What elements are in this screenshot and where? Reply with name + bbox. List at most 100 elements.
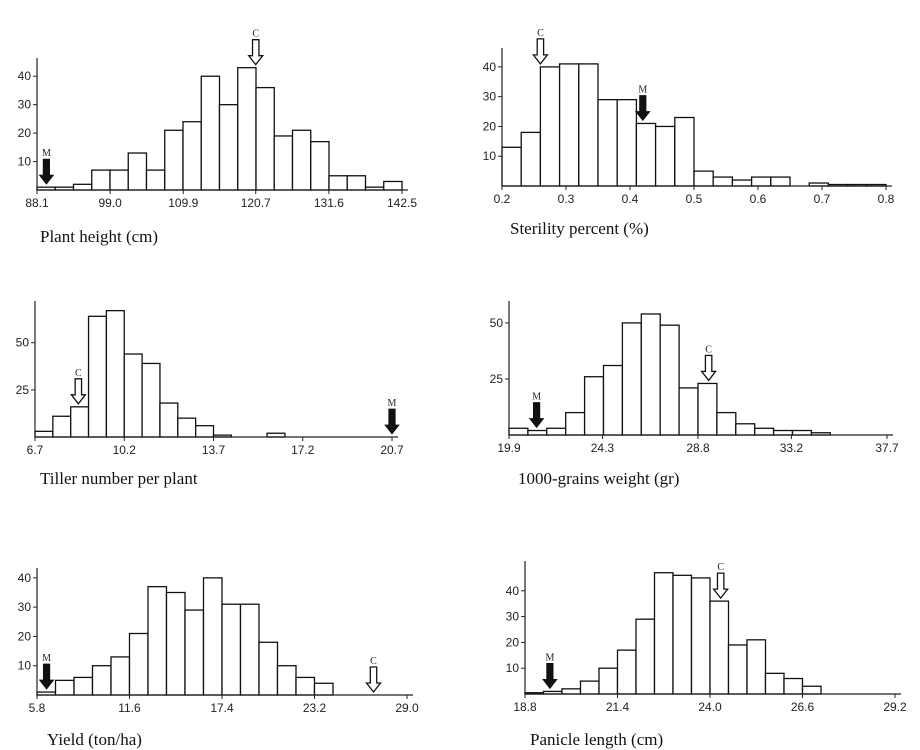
y-tick-label: 20 (483, 119, 497, 133)
y-tick-label: 40 (506, 584, 520, 598)
histogram-bar (602, 364, 624, 436)
histogram-bar (709, 600, 730, 695)
x-axis-title: Panicle length (cm) (530, 730, 663, 749)
x-tick-label: 6.7 (27, 443, 44, 457)
histogram-bar (276, 665, 297, 696)
x-tick-label: 20.7 (380, 443, 404, 457)
y-tick-label: 40 (18, 69, 32, 83)
control-arrow-marker (70, 378, 87, 405)
histogram-bar (328, 175, 348, 191)
x-tick-label: 131.6 (314, 196, 344, 210)
histogram-bar (123, 353, 143, 438)
y-tick-label: 10 (18, 155, 32, 169)
histogram-bar (527, 429, 548, 436)
x-axis-title: Yield (ton/ha) (47, 730, 142, 749)
histogram-bar (697, 382, 718, 436)
histogram-bar (659, 324, 680, 436)
x-tick-label: 23.2 (303, 701, 327, 715)
histogram-bar (182, 121, 202, 191)
histogram-bar (640, 313, 661, 436)
x-tick-label: 17.4 (210, 701, 234, 715)
histogram-bar (750, 176, 772, 187)
histogram-bar (770, 176, 791, 187)
histogram-bar (597, 98, 618, 187)
histogram-bar (731, 179, 753, 187)
y-tick-label: 10 (18, 659, 32, 673)
control-marker-label: C (717, 562, 724, 573)
histogram-bar (127, 152, 148, 191)
control-marker-label: C (75, 368, 82, 379)
histogram-bar (72, 183, 93, 191)
x-tick-label: 88.1 (25, 196, 49, 210)
histogram-bar (295, 676, 316, 696)
histogram-bar (546, 427, 567, 436)
mutant-arrow-marker (528, 402, 545, 429)
histogram-bar (164, 129, 184, 191)
control-marker-label: C (252, 29, 259, 40)
histogram-bar (746, 639, 767, 695)
x-tick-label: 142.5 (387, 196, 417, 210)
x-axis-title: Plant height (cm) (40, 227, 158, 246)
x-tick-label: 0.5 (686, 192, 703, 206)
histogram-bar (693, 170, 714, 187)
histogram-panel: 19.9 24.3 28.8 33.2 37.7 25 50 M C 1000-grains we… (490, 301, 899, 488)
y-tick-label: 30 (18, 98, 32, 112)
y-tick-label: 30 (483, 90, 497, 104)
mutant-arrow-marker (634, 95, 651, 122)
control-arrow-marker (365, 666, 382, 694)
histogram-bar (383, 180, 403, 191)
histogram-bar (791, 429, 813, 436)
y-tick-label: 40 (483, 60, 497, 74)
x-tick-label: 29.0 (395, 701, 419, 715)
x-tick-label: 0.6 (750, 192, 767, 206)
x-tick-label: 24.0 (698, 700, 722, 714)
mutant-arrow-marker (38, 158, 55, 185)
y-tick-label: 30 (18, 600, 32, 614)
histogram-bar (561, 688, 582, 695)
histogram-bar (672, 574, 693, 695)
histogram-bar (508, 427, 529, 436)
x-tick-label: 13.7 (202, 443, 226, 457)
histogram-bar (218, 104, 239, 191)
histogram-bar (764, 672, 785, 695)
histogram-bar (727, 644, 748, 695)
histogram-bar (202, 577, 223, 696)
x-tick-label: 0.3 (558, 192, 575, 206)
histogram-bar (635, 618, 656, 695)
histogram-bar (754, 427, 775, 436)
histogram-bar (616, 98, 638, 187)
histogram-bar (291, 129, 312, 191)
mutant-marker-label: M (545, 652, 554, 663)
histogram-bar (184, 609, 205, 696)
histogram-bar (91, 665, 112, 696)
histogram-panel: 88.1 99.0 109.9 120.7 131.6 142.5 10 20 30 40 M C Pl… (18, 29, 418, 246)
x-tick-label: 17.2 (291, 443, 315, 457)
x-axis-title: Sterility percent (%) (510, 219, 649, 238)
histogram-bar (654, 125, 676, 187)
control-marker-label: C (705, 344, 712, 355)
mutant-arrow-marker (542, 663, 558, 690)
histogram-bar (34, 430, 54, 438)
histogram-bar (579, 680, 600, 695)
histogram-bar (194, 425, 215, 438)
mutant-arrow-marker (38, 663, 55, 690)
y-tick-label: 50 (490, 316, 504, 330)
y-tick-label: 25 (16, 383, 30, 397)
y-tick-label: 10 (483, 149, 497, 163)
histogram-bar (735, 423, 756, 436)
x-tick-label: 5.8 (29, 701, 46, 715)
histogram-bar (783, 677, 804, 695)
x-tick-label: 10.2 (113, 443, 137, 457)
histogram-bar (70, 406, 90, 438)
histogram-bar (109, 169, 129, 191)
histogram-bar (255, 86, 275, 191)
histogram-bar (105, 310, 125, 438)
histogram-bar (91, 169, 111, 191)
x-axis-title: 1000-grains weight (gr) (518, 469, 679, 488)
histogram-panel: 5.8 11.6 17.4 23.2 29.0 10 20 30 40 M C Yield (ton/… (18, 568, 419, 749)
x-tick-label: 24.3 (591, 441, 615, 455)
histogram-bar (165, 591, 186, 696)
histogram-bar (712, 176, 734, 187)
mutant-arrow-marker (384, 408, 400, 435)
y-tick-label: 20 (506, 635, 520, 649)
